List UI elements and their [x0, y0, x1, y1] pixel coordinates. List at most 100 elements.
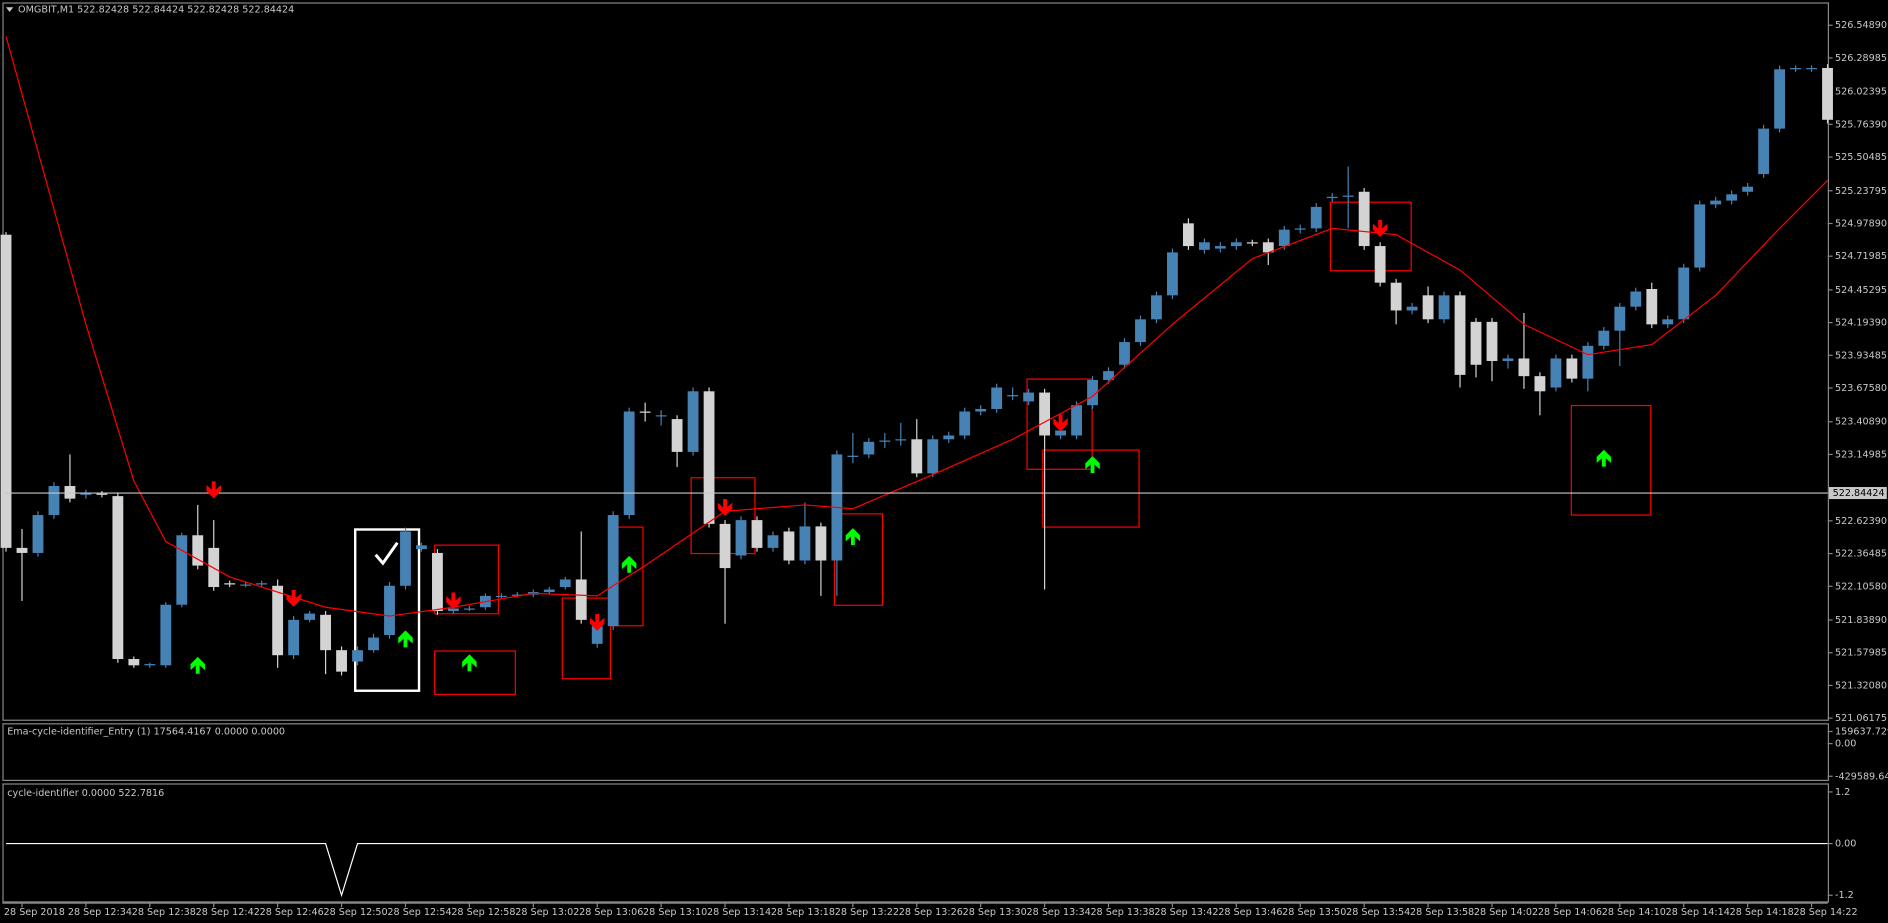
candle-body [1310, 206, 1322, 229]
candle-body [384, 585, 395, 636]
x-tick-label: 28 Sep 13:54 [1346, 907, 1410, 918]
candle-body [288, 619, 300, 656]
y-tick-label: 0.00 [1835, 739, 1856, 750]
candle [416, 542, 427, 552]
candle [1294, 224, 1306, 234]
candle [1742, 182, 1754, 196]
candle [64, 454, 76, 503]
y-tick-label: 521.83890 [1835, 615, 1887, 626]
candle-body [1422, 295, 1434, 320]
candle-body [1678, 267, 1690, 320]
candle [639, 402, 651, 422]
signal-box [1026, 378, 1093, 470]
candle [751, 516, 763, 552]
candle-body [1582, 345, 1594, 379]
sell-arrow [1372, 219, 1388, 237]
candle [400, 527, 411, 590]
menu-triangle[interactable] [6, 7, 14, 13]
candle-body [416, 545, 427, 550]
candle-body [1374, 246, 1386, 283]
x-tick-label: 28 Sep 12:50 [324, 907, 388, 918]
candle-body [64, 486, 76, 499]
candle-body [1822, 68, 1833, 120]
x-tick-label: 28 Sep 13:50 [1282, 907, 1346, 918]
candle-body [703, 391, 715, 524]
y-tick-label: 525.76390 [1835, 119, 1887, 130]
candle [1518, 313, 1530, 389]
candle-body [1103, 371, 1114, 380]
candle-body [719, 523, 731, 569]
candle-body [1454, 295, 1466, 375]
candle [1758, 124, 1770, 178]
candle [1678, 263, 1690, 324]
candle [623, 407, 635, 519]
candle-body [1007, 395, 1019, 397]
candle [1422, 286, 1434, 324]
candle-body [144, 664, 156, 666]
candle-body [1790, 68, 1801, 70]
x-tick-label: 28 Sep 14:18 [1730, 907, 1794, 918]
candle-body [1742, 186, 1754, 192]
sell-arrow [446, 592, 461, 610]
candle [48, 482, 60, 519]
candle-body [1342, 195, 1354, 197]
candle [272, 579, 284, 668]
candle-body [1326, 196, 1338, 199]
candle [256, 580, 268, 588]
x-tick-label: 28 Sep 14:06 [1538, 907, 1602, 918]
candle [144, 662, 156, 668]
candle [1071, 401, 1082, 440]
candle [1262, 238, 1274, 266]
candle-body [543, 589, 555, 593]
candle-body [975, 408, 987, 412]
candle-body [895, 439, 907, 441]
y-tick-label: 522.36485 [1835, 549, 1887, 560]
checkmark [374, 541, 399, 566]
candle [240, 581, 252, 588]
candle-body [1262, 242, 1274, 253]
candle-body [128, 659, 140, 666]
candle-body [1710, 200, 1722, 205]
candle-body [352, 650, 363, 662]
candle-body [751, 520, 763, 548]
candle [815, 522, 827, 596]
sell-arrow [717, 499, 733, 516]
y-tick-label: 521.57985 [1835, 648, 1887, 659]
candle-body [1278, 229, 1290, 247]
candle [288, 616, 300, 660]
candle [863, 438, 875, 459]
y-tick-label: 523.40890 [1835, 417, 1887, 428]
candle-body [320, 614, 332, 651]
candle-body [1023, 392, 1035, 402]
cycle-line [6, 842, 1828, 898]
candle-body [1598, 330, 1610, 346]
candle [1470, 318, 1482, 378]
sell-arrow [589, 613, 605, 631]
candle [847, 432, 859, 464]
candle-body [911, 439, 923, 474]
candle-body [1614, 306, 1626, 331]
candle-body [1662, 319, 1674, 325]
candle [1167, 248, 1178, 300]
candle [336, 646, 347, 676]
candle-body [1406, 306, 1418, 311]
candle [1598, 326, 1610, 350]
candle [80, 489, 92, 499]
candle [1374, 242, 1386, 287]
candle-body [1135, 319, 1146, 343]
x-tick-label: 28 Sep 13:10 [643, 907, 707, 918]
x-tick-label: 28 Sep 12:58 [451, 907, 515, 918]
candle-body [1055, 430, 1066, 436]
y-tick-label: 526.02395 [1835, 87, 1887, 98]
candle [1230, 238, 1242, 250]
x-tick-label: 28 Sep 13:30 [963, 907, 1027, 918]
x-tick-label: 28 Sep 14:02 [1474, 907, 1538, 918]
candle [1694, 200, 1706, 272]
candle-body [1694, 204, 1706, 268]
candle [16, 528, 28, 601]
candle [1390, 278, 1402, 325]
y-tick-label: 524.71985 [1835, 251, 1887, 262]
candle-body [767, 535, 779, 548]
x-tick-label: 28 Sep 12:38 [132, 907, 196, 918]
